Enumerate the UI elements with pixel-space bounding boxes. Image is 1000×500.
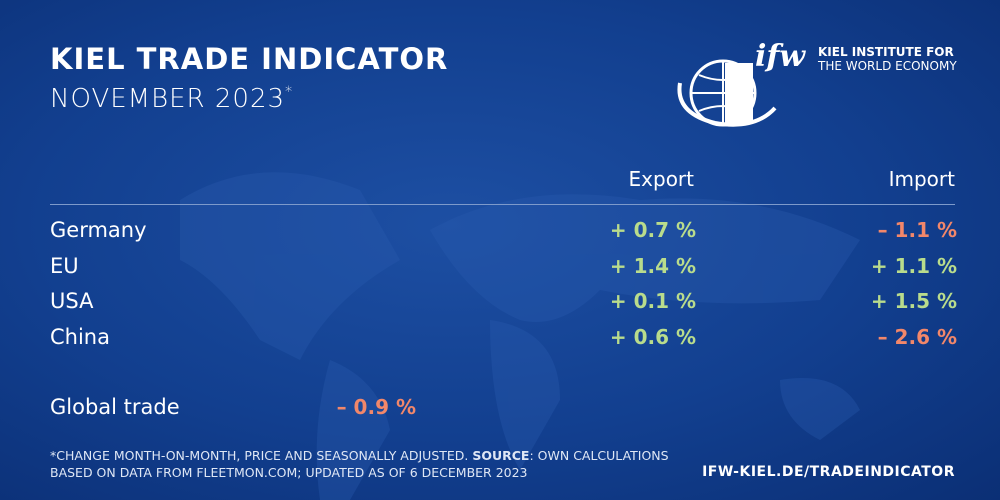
logo-mark: ifw <box>677 39 806 127</box>
logo-line: KIEL INSTITUTE FOR <box>818 45 954 59</box>
logo-line: THE WORLD ECONOMY <box>818 59 957 73</box>
header-rule <box>50 204 955 205</box>
import-value: + 1.1 % <box>870 254 957 278</box>
import-value: – 1.1 % <box>877 218 957 242</box>
export-value: + 0.1 % <box>609 289 696 313</box>
subtitle: NOVEMBER 2023* <box>50 84 293 114</box>
footnote-note: *CHANGE MONTH-ON-MONTH, PRICE AND SEASON… <box>50 448 473 463</box>
column-header: Import <box>888 167 955 191</box>
logo-text: KIEL INSTITUTE FOR THE WORLD ECONOMY <box>818 45 957 73</box>
import-value: + 1.5 % <box>870 289 957 313</box>
export-value: + 0.7 % <box>609 218 696 242</box>
row-label: USA <box>50 289 94 313</box>
global-value: – 0.9 % <box>336 395 416 419</box>
subtitle-text: NOVEMBER 2023 <box>50 84 286 114</box>
footnote-source: : OWN CALCULATIONS BASED ON DATA FROM FL… <box>50 448 669 480</box>
subtitle-mark: * <box>285 84 294 100</box>
column-header: Export <box>628 167 694 191</box>
row-label: China <box>50 325 110 349</box>
export-value: + 0.6 % <box>609 325 696 349</box>
row-label: EU <box>50 254 79 278</box>
footnote-source-label: SOURCE <box>472 448 530 463</box>
import-value: – 2.6 % <box>877 325 957 349</box>
global-label: Global trade <box>50 395 180 419</box>
logo-letters: ifw <box>755 39 806 74</box>
title: KIEL TRADE INDICATOR <box>50 42 449 76</box>
url: IFW-KIEL.DE/TRADEINDICATOR <box>702 464 955 480</box>
export-value: + 1.4 % <box>609 254 696 278</box>
footnote: *CHANGE MONTH-ON-MONTH, PRICE AND SEASON… <box>50 447 690 481</box>
row-label: Germany <box>50 218 147 242</box>
